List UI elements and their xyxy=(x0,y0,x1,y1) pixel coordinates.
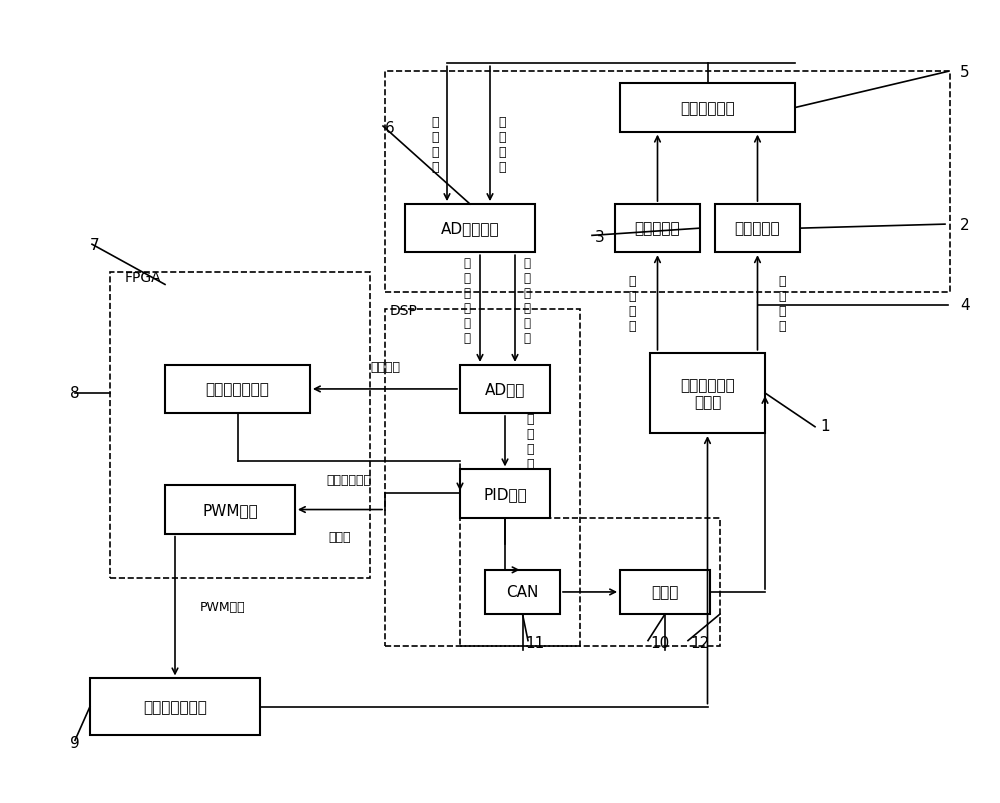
Text: 5: 5 xyxy=(960,65,970,79)
Bar xyxy=(615,205,700,253)
Text: 电流传感器: 电流传感器 xyxy=(735,222,780,236)
Text: PID运算: PID运算 xyxy=(483,487,527,501)
Text: 电
流
信
息: 电 流 信 息 xyxy=(779,274,786,332)
Text: 7: 7 xyxy=(90,238,100,252)
Bar xyxy=(385,309,580,646)
Text: 电
流
数
字
信
号: 电 流 数 字 信 号 xyxy=(464,257,471,345)
Text: 功率放大器模块: 功率放大器模块 xyxy=(143,699,207,714)
Text: PWM输出: PWM输出 xyxy=(202,503,258,517)
Text: 占空比: 占空比 xyxy=(329,530,351,543)
Bar xyxy=(165,486,295,534)
Bar xyxy=(620,84,795,132)
Text: FPGA: FPGA xyxy=(125,271,162,285)
Bar xyxy=(110,273,370,578)
Text: 磁悬浮永磁同
步电机: 磁悬浮永磁同 步电机 xyxy=(680,377,735,410)
Bar xyxy=(405,205,535,253)
Text: CAN: CAN xyxy=(506,585,539,600)
Text: 1: 1 xyxy=(820,418,830,433)
Text: 位
移
信
号: 位 移 信 号 xyxy=(526,413,534,471)
Text: 12: 12 xyxy=(690,635,709,650)
Text: 信号调理电路: 信号调理电路 xyxy=(680,101,735,116)
Bar xyxy=(90,679,260,735)
Text: AD采样: AD采样 xyxy=(485,382,525,397)
Bar xyxy=(460,518,720,646)
Text: 位
移
信
号: 位 移 信 号 xyxy=(498,116,506,173)
Text: AD采样芯片: AD采样芯片 xyxy=(441,222,499,236)
Text: 10: 10 xyxy=(650,635,669,650)
Text: 8: 8 xyxy=(70,386,80,401)
Text: 2: 2 xyxy=(960,218,970,232)
Text: 电
流
信
号: 电 流 信 号 xyxy=(431,116,439,173)
Bar xyxy=(460,470,550,518)
Text: 上位机: 上位机 xyxy=(651,585,679,600)
Text: 位移传感器: 位移传感器 xyxy=(635,222,680,236)
Bar xyxy=(460,365,550,414)
Text: 4: 4 xyxy=(960,298,970,312)
Bar xyxy=(715,205,800,253)
Bar xyxy=(485,570,560,614)
Text: 11: 11 xyxy=(525,635,544,650)
Bar xyxy=(620,570,710,614)
Text: 6: 6 xyxy=(385,121,395,136)
Bar xyxy=(385,72,950,293)
Text: 估计位移信号: 估计位移信号 xyxy=(326,474,371,487)
Bar xyxy=(650,353,765,434)
Text: DSP: DSP xyxy=(390,304,418,317)
Text: 3: 3 xyxy=(595,230,605,244)
Text: 9: 9 xyxy=(70,736,80,750)
Text: 电流信号: 电流信号 xyxy=(370,361,400,373)
Text: PWM信号: PWM信号 xyxy=(200,600,246,613)
Bar xyxy=(165,365,310,414)
Text: 位
移
数
字
信
号: 位 移 数 字 信 号 xyxy=(524,257,530,345)
Text: 无位移算法模块: 无位移算法模块 xyxy=(206,382,269,397)
Text: 位
移
信
息: 位 移 信 息 xyxy=(629,274,636,332)
